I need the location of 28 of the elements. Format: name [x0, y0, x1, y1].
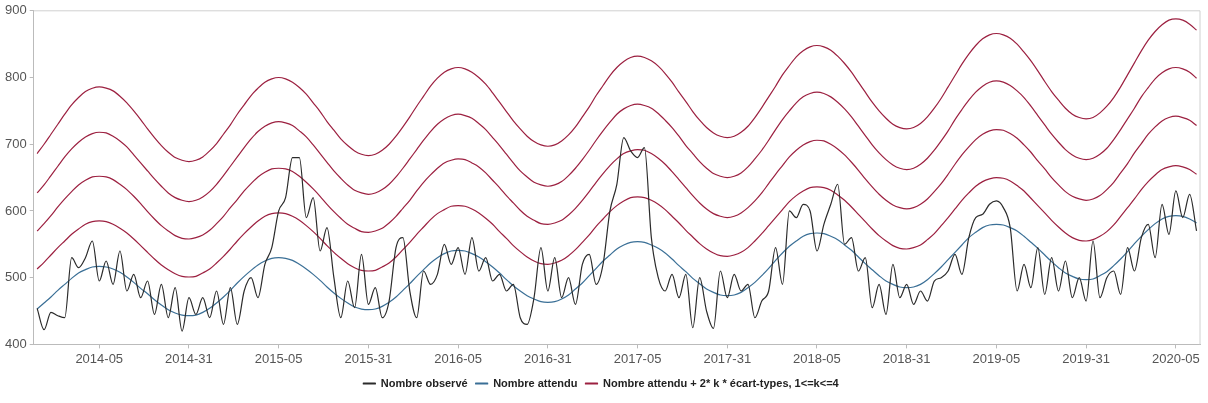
x-tick-label: 2014-05: [75, 350, 124, 366]
y-tick-label: 600: [4, 202, 27, 218]
y-tick-label: 500: [4, 269, 27, 285]
legend-label: Nombre attendu: [493, 376, 578, 389]
line-series: [36, 66, 1198, 203]
x-tick-label: 2016-05: [434, 350, 482, 366]
x-tick-label: 2014-31: [165, 350, 213, 366]
line-series: [36, 215, 1198, 317]
x-tick-label: 2015-31: [344, 350, 393, 366]
line-series: [36, 115, 1198, 240]
line-series: [36, 164, 1198, 278]
line-series: [36, 18, 1198, 163]
y-tick-label: 400: [4, 335, 27, 351]
y-tick-label: 900: [4, 2, 27, 18]
x-tick-label: 2019-31: [1062, 350, 1110, 366]
legend-label: Nombre attendu + 2* k * écart-types, 1<=k<=4: [602, 376, 840, 389]
x-tick-label: 2015-05: [254, 350, 303, 366]
x-tick-label: 2020-05: [1151, 350, 1200, 366]
line-series: [36, 136, 1198, 332]
x-tick-label: 2019-05: [972, 350, 1021, 366]
x-tick-label: 2016-31: [523, 350, 572, 366]
x-tick-label: 2018-31: [882, 350, 931, 366]
x-tick-label: 2018-05: [793, 350, 841, 366]
y-tick-label: 800: [4, 69, 27, 85]
y-tick-label: 700: [4, 135, 27, 151]
legend-label: Nombre observé: [380, 376, 468, 389]
x-tick-label: 2017-05: [613, 350, 662, 366]
x-tick-label: 2017-31: [703, 350, 752, 366]
